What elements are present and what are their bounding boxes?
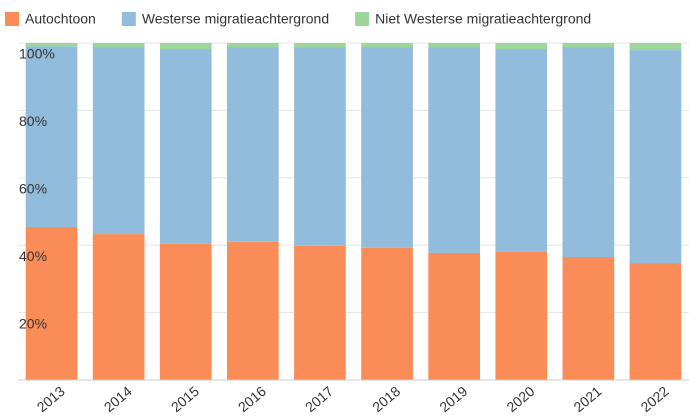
x-tick-label: 2017 — [302, 383, 336, 415]
bar-segment — [428, 252, 480, 380]
x-tick-label: 2021 — [570, 383, 604, 415]
bar-segment — [428, 47, 480, 253]
x-tick-label: 2020 — [503, 383, 537, 415]
x-tick-label: 2016 — [235, 383, 269, 415]
bar-segment — [562, 256, 615, 380]
legend-label: Westerse migratieachtergrond — [142, 11, 329, 27]
y-tick-label: 80% — [19, 113, 47, 129]
bar-segment — [92, 234, 145, 380]
legend-swatch — [355, 12, 370, 26]
bar-segment — [361, 247, 413, 380]
bar-segment — [428, 43, 480, 48]
legend-label: Niet Westerse migratieachtergrond — [375, 11, 591, 27]
bar-segment — [495, 49, 548, 252]
bar-segment — [227, 47, 279, 242]
bar-segment — [562, 43, 615, 48]
legend-label: Autochtoon — [25, 11, 96, 27]
x-tick-label: 2014 — [101, 383, 135, 415]
bar-segment — [294, 47, 346, 246]
bar-segment — [361, 43, 413, 48]
bar-segment — [361, 47, 413, 248]
x-tick-label: 2019 — [436, 383, 470, 415]
x-tick-label: 2015 — [168, 383, 202, 415]
bar-segment — [629, 43, 682, 51]
bar-segment — [159, 243, 212, 380]
bar-segment — [92, 43, 145, 48]
legend-swatch — [121, 12, 136, 26]
y-tick-label: 20% — [19, 315, 47, 331]
bar-segment — [159, 49, 212, 244]
x-tick-label: 2013 — [34, 383, 68, 415]
bar-segment — [227, 43, 279, 48]
bar-segment — [92, 47, 145, 235]
bar-segment — [25, 46, 78, 228]
bar-segment — [629, 263, 682, 380]
y-tick-label: 60% — [19, 181, 47, 197]
bar-segment — [495, 251, 548, 380]
bar-segment — [25, 43, 78, 47]
bar-segment — [294, 245, 346, 380]
bar-segment — [294, 43, 346, 48]
x-tick-label: 2022 — [638, 383, 672, 415]
bar-segment — [629, 50, 682, 264]
bar-segment — [562, 47, 615, 257]
bar-segment — [227, 241, 279, 380]
legend-swatch — [5, 12, 19, 26]
bar-segment — [495, 43, 548, 50]
bar-segment — [25, 227, 78, 380]
y-tick-label: 40% — [19, 248, 47, 264]
y-tick-label: 100% — [19, 46, 55, 62]
bar-segment — [159, 43, 212, 50]
x-tick-label: 2018 — [369, 383, 403, 415]
